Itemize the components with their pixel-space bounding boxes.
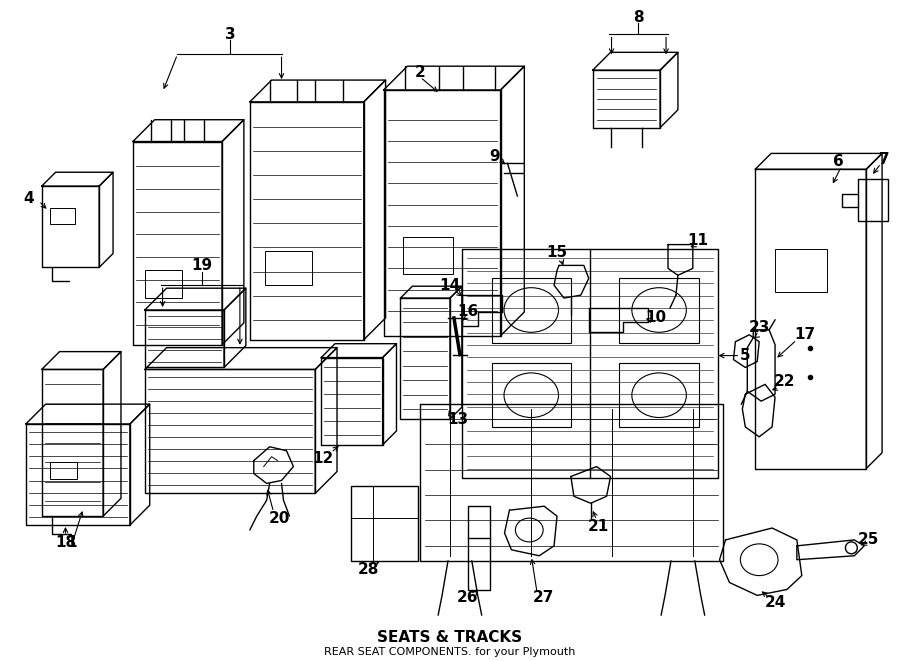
Text: 20: 20: [269, 510, 290, 525]
Text: 18: 18: [55, 535, 76, 551]
Bar: [50, 461, 77, 479]
Text: 11: 11: [688, 233, 708, 248]
Text: 15: 15: [546, 245, 568, 260]
Bar: [351, 486, 418, 561]
Bar: [265, 251, 312, 285]
Text: 2: 2: [415, 65, 426, 79]
Bar: [619, 362, 698, 427]
Text: 14: 14: [439, 278, 461, 293]
Text: SEATS & TRACKS: SEATS & TRACKS: [377, 629, 523, 644]
Text: 16: 16: [457, 305, 479, 319]
Text: 17: 17: [794, 327, 815, 342]
Text: 27: 27: [533, 590, 554, 605]
Bar: [491, 362, 571, 427]
Text: 5: 5: [740, 348, 751, 363]
Text: 8: 8: [633, 10, 643, 25]
Text: 23: 23: [749, 321, 770, 335]
Text: 6: 6: [833, 154, 844, 169]
Text: 28: 28: [358, 562, 380, 577]
Text: 19: 19: [192, 258, 212, 273]
Bar: [491, 278, 571, 342]
Text: 13: 13: [447, 412, 469, 426]
Text: 12: 12: [312, 451, 334, 466]
Bar: [468, 506, 490, 590]
Bar: [859, 179, 888, 221]
Text: 24: 24: [764, 595, 786, 610]
Text: 9: 9: [490, 149, 500, 164]
Text: 3: 3: [225, 27, 235, 42]
Bar: [775, 249, 826, 292]
Bar: [50, 208, 76, 224]
Text: 1: 1: [67, 535, 76, 551]
Bar: [145, 270, 183, 298]
Text: 25: 25: [858, 532, 879, 547]
Text: 21: 21: [588, 518, 609, 533]
Text: 10: 10: [645, 311, 667, 325]
Text: 7: 7: [878, 152, 889, 167]
Text: 4: 4: [23, 192, 34, 206]
Text: 26: 26: [457, 590, 479, 605]
Text: 22: 22: [774, 374, 796, 389]
Text: REAR SEAT COMPONENTS. for your Plymouth: REAR SEAT COMPONENTS. for your Plymouth: [324, 647, 576, 657]
Bar: [619, 278, 698, 342]
Bar: [403, 237, 453, 274]
